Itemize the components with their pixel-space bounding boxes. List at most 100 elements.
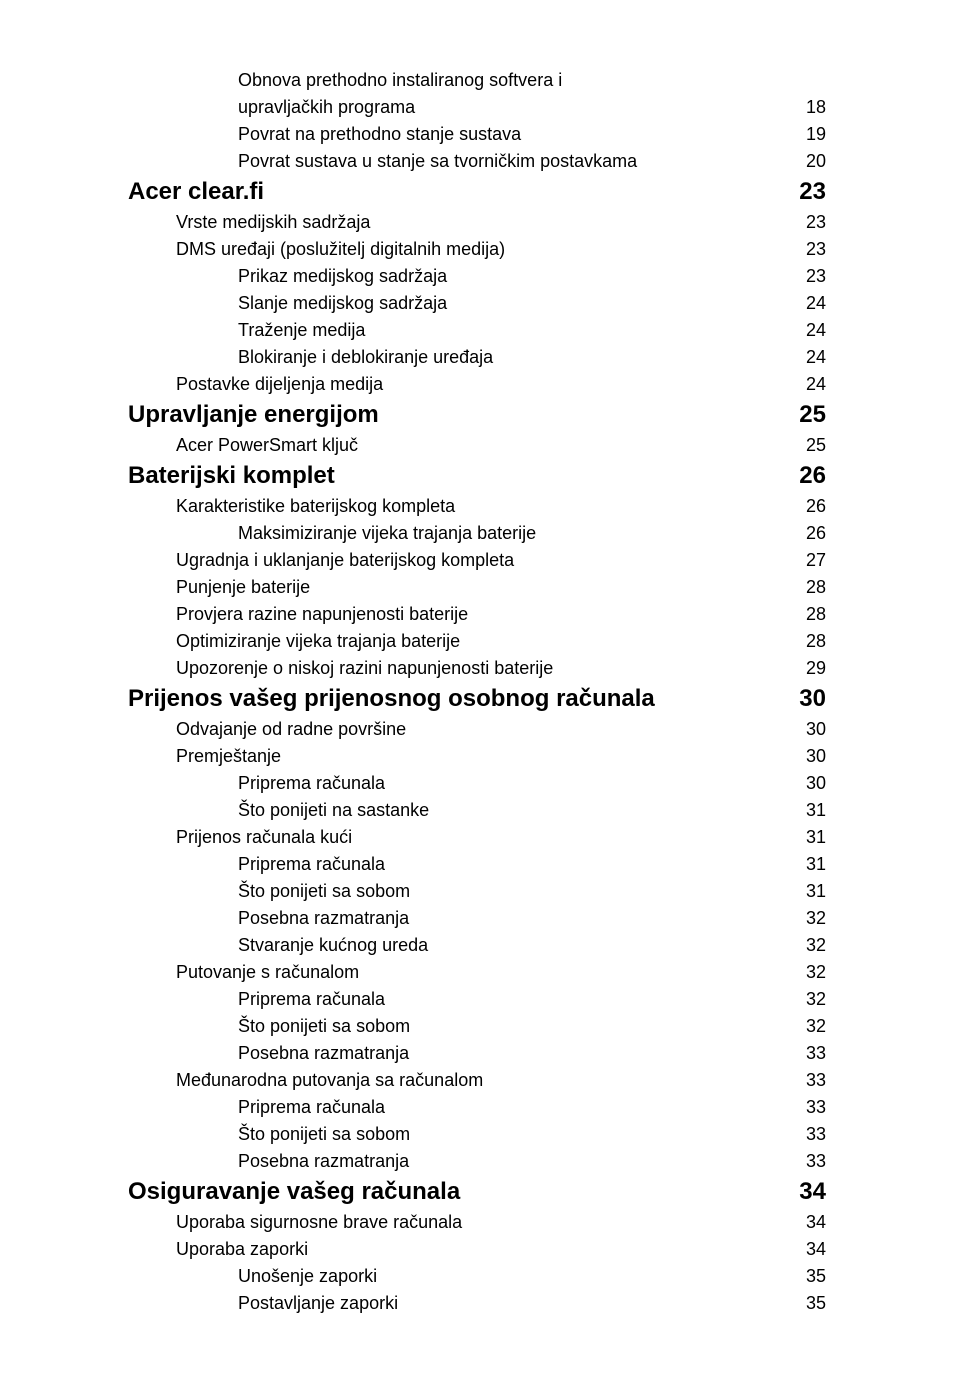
toc-row[interactable]: Posebna razmatranja33 bbox=[128, 1151, 826, 1172]
toc-page-number: 28 bbox=[796, 577, 826, 598]
toc-page-number: 24 bbox=[796, 374, 826, 395]
toc-label: Prikaz medijskog sadržaja bbox=[238, 266, 796, 287]
toc-page-number: 31 bbox=[796, 827, 826, 848]
toc-row[interactable]: Blokiranje i deblokiranje uređaja24 bbox=[128, 347, 826, 368]
toc-page-number: 33 bbox=[796, 1043, 826, 1064]
toc-row[interactable]: Postavke dijeljenja medija24 bbox=[128, 374, 826, 395]
toc-label: Povrat sustava u stanje sa tvorničkim po… bbox=[238, 151, 796, 172]
toc-label: Odvajanje od radne površine bbox=[176, 719, 796, 740]
toc-label: Provjera razine napunjenosti baterije bbox=[176, 604, 796, 625]
toc-row[interactable]: Postavljanje zaporki35 bbox=[128, 1293, 826, 1314]
toc-label: Što ponijeti na sastanke bbox=[238, 800, 796, 821]
toc-page-number: 31 bbox=[796, 800, 826, 821]
toc-page-number: 35 bbox=[796, 1266, 826, 1287]
toc-label: Optimiziranje vijeka trajanja baterije bbox=[176, 631, 796, 652]
toc-row[interactable]: Putovanje s računalom32 bbox=[128, 962, 826, 983]
toc-page-number: 33 bbox=[796, 1097, 826, 1118]
toc-label: Baterijski komplet bbox=[128, 462, 796, 490]
toc-row[interactable]: Acer PowerSmart ključ25 bbox=[128, 435, 826, 456]
toc-row[interactable]: Obnova prethodno instaliranog softvera i bbox=[128, 70, 826, 91]
toc-label: Acer PowerSmart ključ bbox=[176, 435, 796, 456]
toc-row[interactable]: Traženje medija24 bbox=[128, 320, 826, 341]
toc-page-number: 25 bbox=[796, 401, 826, 429]
toc-label: Unošenje zaporki bbox=[238, 1266, 796, 1287]
toc-row[interactable]: Priprema računala31 bbox=[128, 854, 826, 875]
toc-row[interactable]: Upozorenje o niskoj razini napunjenosti … bbox=[128, 658, 826, 679]
toc-label: Blokiranje i deblokiranje uređaja bbox=[238, 347, 796, 368]
toc-label: Što ponijeti sa sobom bbox=[238, 881, 796, 902]
toc-row[interactable]: Prijenos vašeg prijenosnog osobnog račun… bbox=[128, 685, 826, 713]
toc-row[interactable]: Optimiziranje vijeka trajanja baterije28 bbox=[128, 631, 826, 652]
toc-row[interactable]: Prikaz medijskog sadržaja23 bbox=[128, 266, 826, 287]
toc-page-number: 26 bbox=[796, 523, 826, 544]
toc-row[interactable]: DMS uređaji (poslužitelj digitalnih medi… bbox=[128, 239, 826, 260]
toc-page-number: 34 bbox=[796, 1178, 826, 1206]
toc-label: Priprema računala bbox=[238, 854, 796, 875]
toc-row[interactable]: Ugradnja i uklanjanje baterijskog komple… bbox=[128, 550, 826, 571]
toc-row[interactable]: Međunarodna putovanja sa računalom33 bbox=[128, 1070, 826, 1091]
toc-page-number: 32 bbox=[796, 1016, 826, 1037]
toc-row[interactable]: Osiguravanje vašeg računala34 bbox=[128, 1178, 826, 1206]
toc-label: Karakteristike baterijskog kompleta bbox=[176, 496, 796, 517]
toc-row[interactable]: Priprema računala32 bbox=[128, 989, 826, 1010]
toc-row[interactable]: Upravljanje energijom25 bbox=[128, 401, 826, 429]
toc-row[interactable]: upravljačkih programa18 bbox=[128, 97, 826, 118]
toc-row[interactable]: Povrat na prethodno stanje sustava19 bbox=[128, 124, 826, 145]
toc-label: Traženje medija bbox=[238, 320, 796, 341]
toc-label: Postavljanje zaporki bbox=[238, 1293, 796, 1314]
toc-label: Što ponijeti sa sobom bbox=[238, 1124, 796, 1145]
toc-row[interactable]: Karakteristike baterijskog kompleta26 bbox=[128, 496, 826, 517]
toc-label: Priprema računala bbox=[238, 989, 796, 1010]
toc-row[interactable]: Povrat sustava u stanje sa tvorničkim po… bbox=[128, 151, 826, 172]
toc-page-number: 24 bbox=[796, 347, 826, 368]
toc-label: Punjenje baterije bbox=[176, 577, 796, 598]
toc-label: Priprema računala bbox=[238, 773, 796, 794]
toc-row[interactable]: Priprema računala33 bbox=[128, 1097, 826, 1118]
toc-label: Povrat na prethodno stanje sustava bbox=[238, 124, 796, 145]
toc-page-number: 33 bbox=[796, 1151, 826, 1172]
toc-page-number: 25 bbox=[796, 435, 826, 456]
toc-row[interactable]: Stvaranje kućnog ureda32 bbox=[128, 935, 826, 956]
toc-row[interactable]: Premještanje30 bbox=[128, 746, 826, 767]
toc-page: Obnova prethodno instaliranog softvera i… bbox=[0, 0, 954, 1390]
toc-label: Maksimiziranje vijeka trajanja baterije bbox=[238, 523, 796, 544]
toc-page-number: 18 bbox=[796, 97, 826, 118]
toc-row[interactable]: Acer clear.fi23 bbox=[128, 178, 826, 206]
toc-label: upravljačkih programa bbox=[238, 97, 796, 118]
toc-row[interactable]: Prijenos računala kući31 bbox=[128, 827, 826, 848]
toc-row[interactable]: Vrste medijskih sadržaja23 bbox=[128, 212, 826, 233]
toc-label: Međunarodna putovanja sa računalom bbox=[176, 1070, 796, 1091]
toc-label: Posebna razmatranja bbox=[238, 908, 796, 929]
toc-page-number: 30 bbox=[796, 773, 826, 794]
toc-row[interactable]: Punjenje baterije28 bbox=[128, 577, 826, 598]
toc-row[interactable]: Provjera razine napunjenosti baterije28 bbox=[128, 604, 826, 625]
toc-row[interactable]: Uporaba zaporki34 bbox=[128, 1239, 826, 1260]
toc-row[interactable]: Što ponijeti sa sobom33 bbox=[128, 1124, 826, 1145]
toc-label: Prijenos računala kući bbox=[176, 827, 796, 848]
toc-row[interactable]: Posebna razmatranja32 bbox=[128, 908, 826, 929]
toc-page-number: 32 bbox=[796, 935, 826, 956]
toc-page-number: 34 bbox=[796, 1212, 826, 1233]
toc-page-number: 19 bbox=[796, 124, 826, 145]
toc-label: Upozorenje o niskoj razini napunjenosti … bbox=[176, 658, 796, 679]
toc-label: Ugradnja i uklanjanje baterijskog komple… bbox=[176, 550, 796, 571]
toc-row[interactable]: Maksimiziranje vijeka trajanja baterije2… bbox=[128, 523, 826, 544]
toc-row[interactable]: Priprema računala30 bbox=[128, 773, 826, 794]
toc-row[interactable]: Što ponijeti na sastanke31 bbox=[128, 800, 826, 821]
toc-page-number: 34 bbox=[796, 1239, 826, 1260]
toc-label: Osiguravanje vašeg računala bbox=[128, 1178, 796, 1206]
toc-page-number: 23 bbox=[796, 212, 826, 233]
toc-row[interactable]: Baterijski komplet26 bbox=[128, 462, 826, 490]
toc-row[interactable]: Unošenje zaporki35 bbox=[128, 1266, 826, 1287]
toc-row[interactable]: Posebna razmatranja33 bbox=[128, 1043, 826, 1064]
toc-row[interactable]: Što ponijeti sa sobom32 bbox=[128, 1016, 826, 1037]
toc-row[interactable]: Što ponijeti sa sobom31 bbox=[128, 881, 826, 902]
toc-row[interactable]: Odvajanje od radne površine30 bbox=[128, 719, 826, 740]
toc-page-number: 32 bbox=[796, 989, 826, 1010]
toc-row[interactable]: Slanje medijskog sadržaja24 bbox=[128, 293, 826, 314]
toc-label: Stvaranje kućnog ureda bbox=[238, 935, 796, 956]
toc-row[interactable]: Uporaba sigurnosne brave računala34 bbox=[128, 1212, 826, 1233]
toc-page-number: 26 bbox=[796, 496, 826, 517]
toc-page-number: 30 bbox=[796, 746, 826, 767]
toc-label: Premještanje bbox=[176, 746, 796, 767]
